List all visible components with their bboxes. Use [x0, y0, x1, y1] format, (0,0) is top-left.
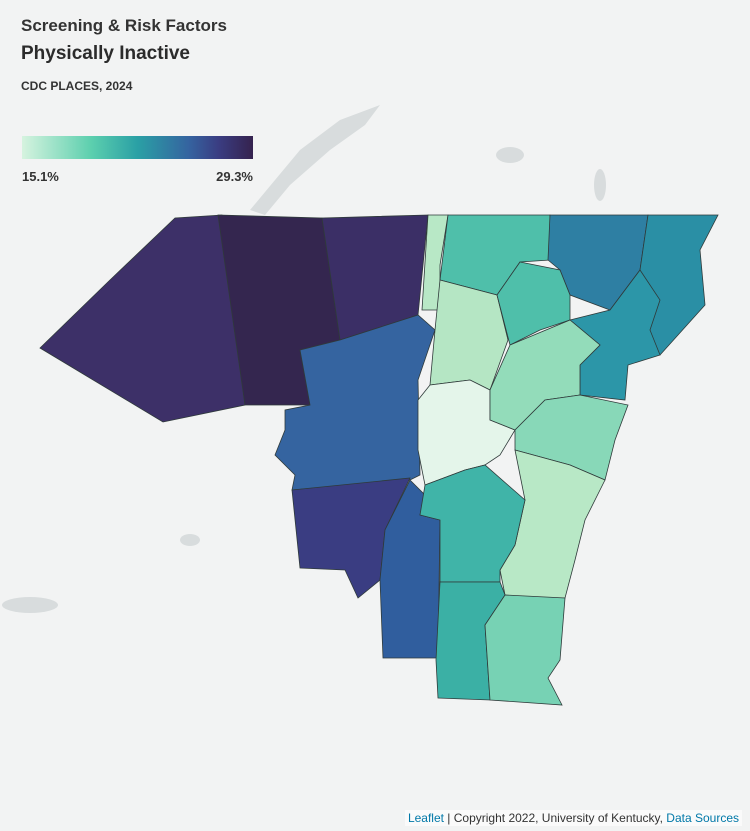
color-legend: 15.1% 29.3%	[22, 136, 253, 184]
county-layer	[39, 214, 719, 706]
county-region[interactable]	[419, 464, 526, 583]
basemap-water	[2, 105, 606, 613]
legend-max-label: 29.3%	[216, 169, 253, 184]
info-panel: Screening & Risk Factors Physically Inac…	[21, 16, 227, 93]
county-region[interactable]	[417, 379, 516, 486]
county-region[interactable]	[291, 477, 411, 599]
county-region[interactable]	[39, 214, 246, 423]
leaflet-link[interactable]: Leaflet	[407, 811, 444, 825]
attribution: Leaflet | Copyright 2022, University of …	[404, 810, 742, 826]
county-region[interactable]	[429, 279, 509, 391]
map-title: Physically Inactive	[21, 43, 190, 64]
legend-min-label: 15.1%	[22, 169, 59, 184]
county-region[interactable]	[484, 594, 566, 706]
legend-gradient-bar	[22, 136, 253, 159]
category-label: Screening & Risk Factors	[21, 16, 227, 35]
data-sources-link[interactable]: Data Sources	[666, 811, 739, 825]
source-label: CDC PLACES, 2024	[21, 79, 133, 93]
copyright-text: | Copyright 2022, University of Kentucky…	[443, 811, 667, 825]
county-region[interactable]	[496, 261, 571, 346]
